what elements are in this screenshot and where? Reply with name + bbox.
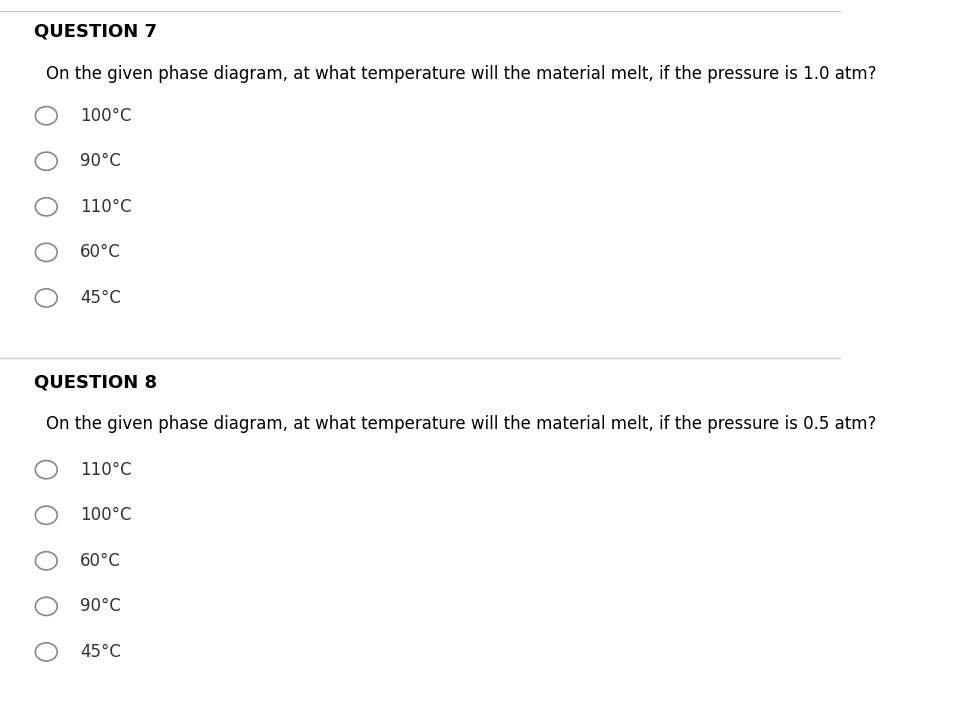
Text: 100°C: 100°C [80, 107, 131, 125]
Text: 110°C: 110°C [80, 198, 131, 216]
Text: 110°C: 110°C [80, 461, 131, 479]
Text: 45°C: 45°C [80, 289, 121, 307]
Text: 60°C: 60°C [80, 552, 121, 570]
Text: On the given phase diagram, at what temperature will the material melt, if the p: On the given phase diagram, at what temp… [46, 64, 877, 83]
Text: 90°C: 90°C [80, 597, 121, 615]
Text: On the given phase diagram, at what temperature will the material melt, if the p: On the given phase diagram, at what temp… [46, 415, 876, 433]
Text: 90°C: 90°C [80, 152, 121, 170]
Text: 45°C: 45°C [80, 643, 121, 661]
Text: 60°C: 60°C [80, 243, 121, 261]
Text: QUESTION 8: QUESTION 8 [34, 373, 156, 391]
Text: QUESTION 7: QUESTION 7 [34, 22, 156, 41]
Text: 100°C: 100°C [80, 506, 131, 524]
